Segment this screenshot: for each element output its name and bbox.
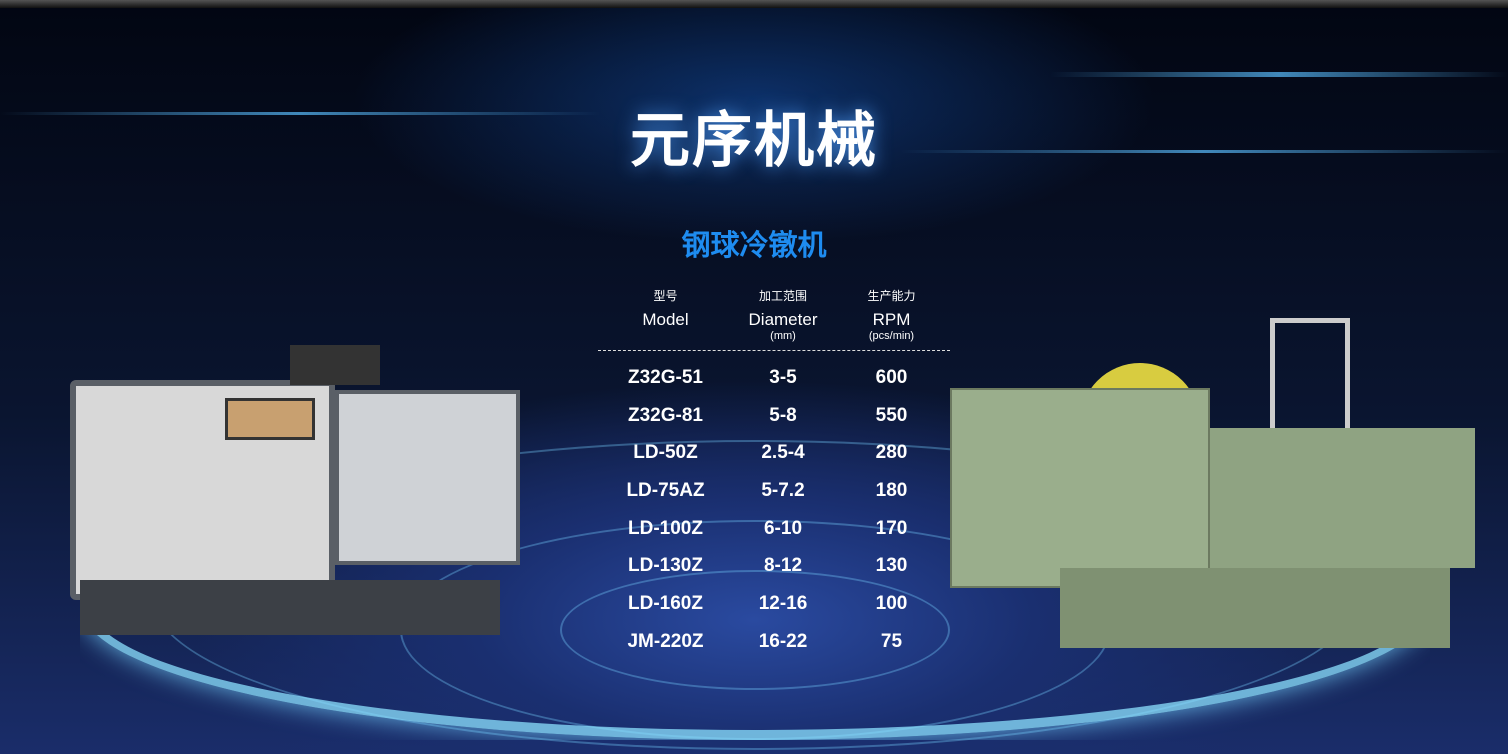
table-row: LD-160Z 12-16 100	[598, 585, 950, 623]
top-bar	[0, 0, 1508, 8]
model-cell: LD-130Z	[628, 555, 703, 577]
model-cell: LD-75AZ	[626, 479, 705, 501]
header-unit: (pcs/min)	[868, 330, 915, 342]
rpm-cell: 170	[875, 517, 908, 539]
model-cell: LD-100Z	[628, 517, 703, 539]
rpm-cell: 550	[875, 404, 908, 426]
machine-cabinet	[1210, 428, 1475, 568]
header-cn: 加工范围	[758, 289, 807, 303]
header-en: RPM	[872, 310, 911, 329]
rpm-cell: 180	[875, 479, 908, 501]
machine-pipe-frame	[1270, 318, 1350, 428]
table-header: 型号 Model 加工范围 Diameter (mm) 生产能力 RPM (pc…	[598, 285, 950, 351]
model-cell: Z32G-81	[628, 404, 703, 426]
page-title: 元序机械	[630, 107, 878, 174]
table-row: JM-220Z 16-22 75	[598, 623, 950, 661]
light-streak	[900, 150, 1508, 153]
machine-cabinet	[335, 390, 520, 565]
header-cn: 型号	[653, 289, 678, 303]
table-body: Z32G-51 3-5 600 Z32G-81 5-8 550 LD-50Z 2.5-4 280…	[598, 359, 950, 661]
diameter-cell: 5-8	[769, 404, 797, 426]
table-row: Z32G-81 5-8 550	[598, 397, 950, 435]
table-row: LD-50Z 2.5-4 280	[598, 434, 950, 472]
model-cell: LD-160Z	[628, 592, 703, 614]
machine-image-left	[70, 320, 520, 640]
light-streak	[1050, 72, 1508, 77]
diameter-cell: 3-5	[769, 366, 797, 388]
model-cell: LD-50Z	[633, 442, 698, 464]
header-rpm: 生产能力 RPM (pcs/min)	[833, 285, 950, 350]
diameter-cell: 6-10	[763, 517, 803, 539]
diameter-cell: 12-16	[758, 592, 808, 614]
machine-base	[1060, 568, 1450, 648]
diameter-cell: 2.5-4	[761, 442, 805, 464]
light-streak	[0, 112, 600, 115]
rpm-cell: 280	[875, 442, 908, 464]
header-diameter: 加工范围 Diameter (mm)	[733, 285, 833, 350]
model-cell: JM-220Z	[627, 630, 704, 652]
rpm-cell: 100	[875, 592, 908, 614]
model-cell: Z32G-51	[628, 366, 703, 388]
rpm-cell: 130	[875, 555, 908, 577]
diameter-cell: 8-12	[763, 555, 803, 577]
machine-image-right	[950, 318, 1480, 653]
rpm-cell: 75	[880, 630, 903, 652]
header-unit: (mm)	[770, 330, 796, 342]
machine-window	[225, 398, 315, 440]
diameter-cell: 16-22	[758, 630, 808, 652]
machine-base	[80, 580, 500, 635]
spec-table: 型号 Model 加工范围 Diameter (mm) 生产能力 RPM (pc…	[598, 285, 950, 661]
header-cn: 生产能力	[867, 289, 916, 303]
header-en: Diameter	[748, 310, 818, 329]
header-model: 型号 Model	[598, 285, 733, 350]
product-category-title: 钢球冷镦机	[681, 230, 827, 262]
machine-body	[950, 388, 1210, 588]
table-row: Z32G-51 3-5 600	[598, 359, 950, 397]
machine-control-panel	[290, 345, 380, 385]
header-en: Model	[642, 310, 689, 329]
diameter-cell: 5-7.2	[761, 479, 805, 501]
rpm-cell: 600	[875, 366, 908, 388]
table-row: LD-130Z 8-12 130	[598, 547, 950, 585]
table-row: LD-75AZ 5-7.2 180	[598, 472, 950, 510]
table-row: LD-100Z 6-10 170	[598, 510, 950, 548]
